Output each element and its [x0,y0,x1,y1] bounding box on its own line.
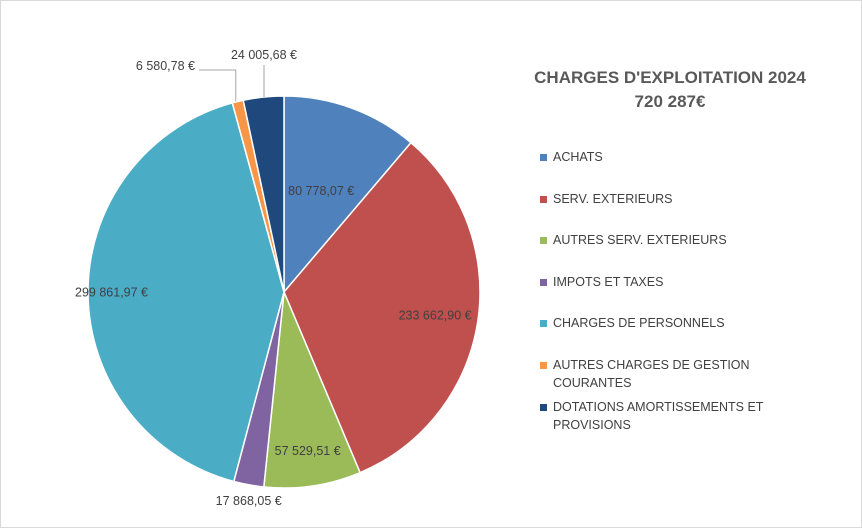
data-label-4: 299 861,97 € [75,286,148,300]
legend-item-autres-serv-exterieurs: AUTRES SERV. EXTERIEURS [540,231,840,273]
data-label-6: 24 005,68 € [231,48,297,62]
leader-line-5 [199,69,237,102]
legend-label: AUTRES CHARGES DE GESTION COURANTES [553,357,750,390]
legend-label: SERV. EXTERIEURS [553,191,673,206]
pie-slice-4 [87,102,285,483]
legend-swatch [540,278,547,286]
data-label-5: 6 580,78 € [136,59,195,73]
legend-swatch [540,320,547,328]
legend-label: AUTRES SERV. EXTERIEURS [553,233,727,248]
legend-item-charges-de-personnels: CHARGES DE PERSONNELS [540,314,840,356]
legend-item-impots-et-taxes: IMPOTS ET TAXES [540,273,840,315]
data-label-2: 57 529,51 € [275,444,341,458]
pie-slice-0 [283,95,413,295]
legend-item-dotations: DOTATIONS AMORTISSEMENTS ET PROVISIONS [540,398,840,440]
legend-label: CHARGES DE PERSONNELS [553,316,725,331]
data-label-3: 17 868,05 € [216,494,282,508]
legend-item-achats: ACHATS [540,148,840,190]
legend-swatch [540,195,547,203]
legend-swatch [540,237,547,245]
legend-swatch [540,361,547,369]
legend-item-serv-exterieurs: SERV. EXTERIEURS [540,190,840,232]
legend-swatch [540,403,547,411]
data-label-1: 233 662,90 € [399,308,472,322]
legend: ACHATS SERV. EXTERIEURS AUTRES SERV. EXT… [540,148,840,439]
chart-subtitle: 720 287€ [634,92,706,111]
pie-slice-6 [242,95,285,293]
chart-title: CHARGES D'EXPLOITATION 2024 [534,68,806,87]
chart-title-block: CHARGES D'EXPLOITATION 2024 720 287€ [520,66,820,114]
pie-slice-2 [262,291,362,489]
data-label-0: 80 778,07 € [288,184,354,198]
pie-slice-1 [283,141,481,474]
legend-label: ACHATS [553,150,603,164]
legend-item-autres-charges-gestion: AUTRES CHARGES DE GESTION COURANTES [540,356,840,398]
legend-label: DOTATIONS AMORTISSEMENTS ET PROVISIONS [553,399,764,432]
legend-swatch [540,154,547,161]
legend-label: IMPOTS ET TAXES [553,274,664,289]
